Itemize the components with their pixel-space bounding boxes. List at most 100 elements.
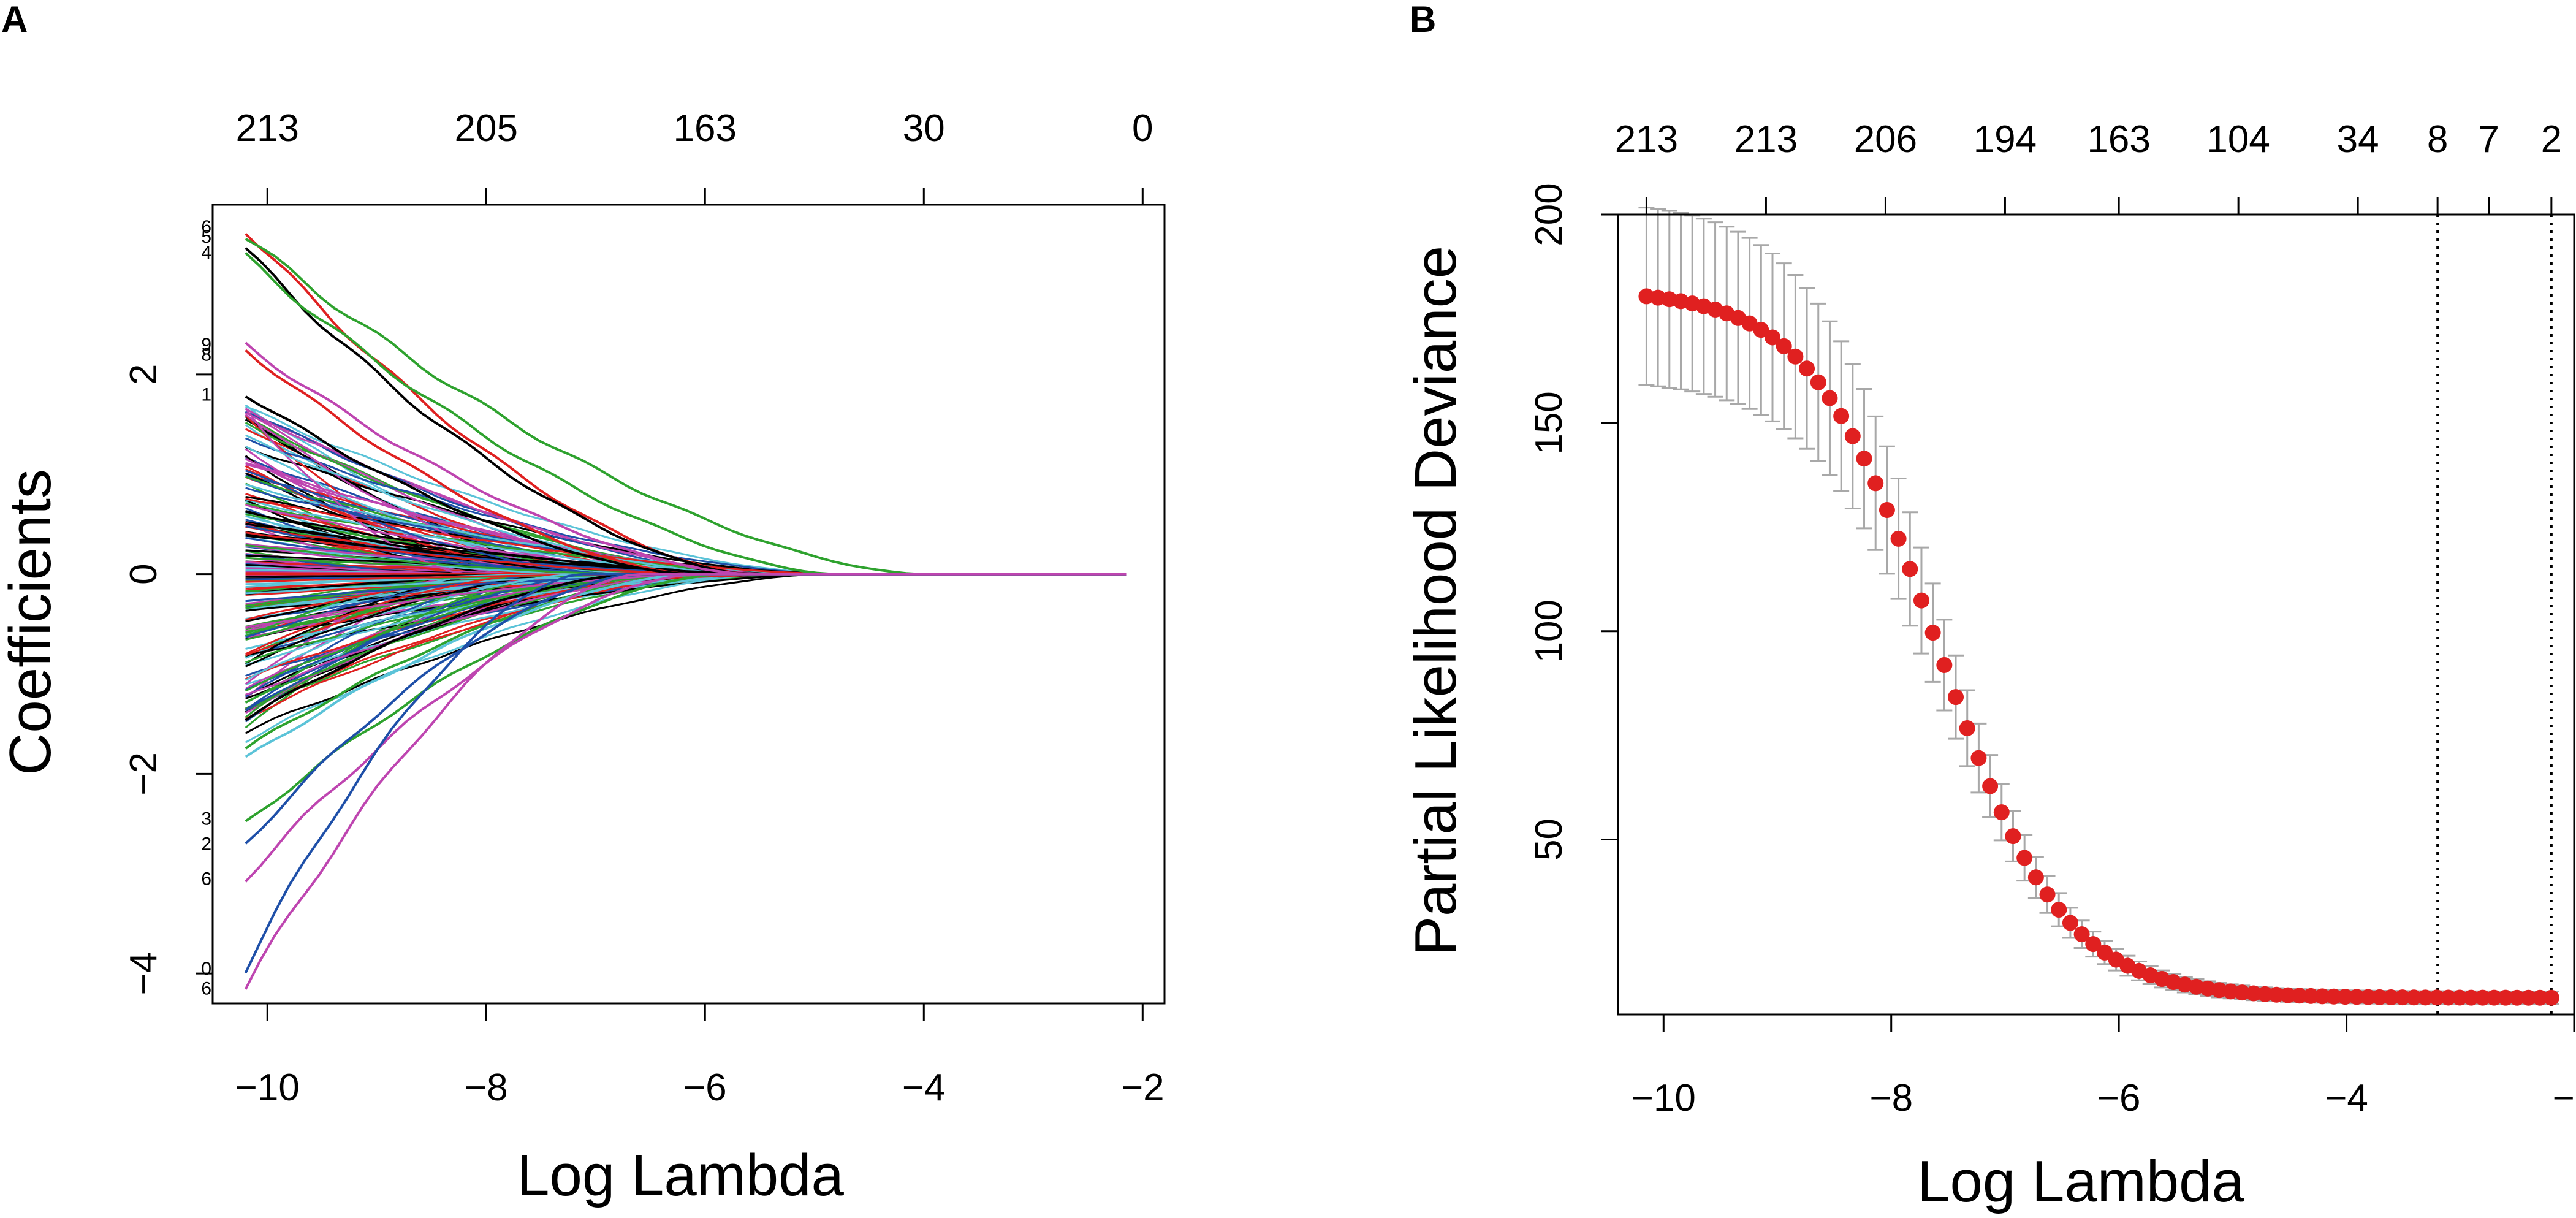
top-tick-label: 163: [674, 107, 737, 150]
deviance-point: [1833, 408, 1850, 424]
path-label: 4: [201, 243, 211, 263]
x-axis-title: Log Lambda: [517, 1143, 844, 1208]
deviance-point: [2543, 989, 2559, 1006]
path-label: 6: [201, 869, 211, 889]
x-tick-label: −6: [2097, 1077, 2141, 1119]
deviance-point: [1753, 322, 1769, 338]
deviance-point: [2452, 989, 2468, 1006]
deviance-point: [2234, 984, 2251, 1001]
coefficient-path: [244, 573, 1127, 990]
deviance-point: [2337, 989, 2354, 1005]
deviance-point: [2016, 850, 2033, 866]
top-tick-label: 194: [1974, 118, 2037, 161]
deviance-point: [2486, 989, 2502, 1006]
y-tick-label: 50: [1528, 818, 1570, 861]
deviance-point: [2520, 989, 2537, 1006]
deviance-point: [2509, 989, 2525, 1006]
deviance-point: [2222, 983, 2239, 1000]
deviance-point: [2027, 869, 2044, 886]
y-tick-label: −4: [123, 952, 165, 995]
path-label: 8: [201, 344, 211, 365]
path-label: 3: [201, 809, 211, 829]
top-tick-label: 163: [2087, 118, 2150, 161]
deviance-point: [2005, 828, 2021, 845]
deviance-point: [2257, 986, 2273, 1002]
top-tick-label: 2: [2541, 118, 2562, 161]
deviance-point: [1948, 689, 1964, 706]
x-tick-label: −10: [1632, 1077, 1696, 1119]
y-tick-label: 100: [1528, 599, 1570, 663]
x-tick-label: −6: [683, 1067, 727, 1109]
deviance-point: [2474, 989, 2491, 1006]
deviance-point: [2039, 886, 2056, 903]
deviance-point: [2073, 926, 2090, 943]
deviance-point: [2096, 944, 2113, 961]
top-tick-label: 206: [1854, 118, 1917, 161]
deviance-point: [2383, 989, 2399, 1005]
deviance-point: [2268, 986, 2285, 1003]
deviance-point: [1844, 428, 1861, 444]
top-tick-label: 104: [2206, 118, 2270, 161]
y-tick-label: 2: [123, 364, 165, 385]
y-tick-label: −2: [123, 752, 165, 796]
deviance-point: [1879, 502, 1895, 519]
y-tick-label: 200: [1528, 183, 1570, 246]
deviance-point: [2532, 989, 2548, 1006]
top-tick-label: 213: [1734, 118, 1798, 161]
top-tick-label: 7: [2478, 118, 2499, 161]
x-axis-title: Log Lambda: [1917, 1149, 2244, 1214]
deviance-point: [2325, 988, 2342, 1005]
deviance-point: [2394, 989, 2411, 1006]
top-tick-label: 34: [2337, 118, 2379, 161]
x-tick-label: −2: [2553, 1077, 2576, 1119]
top-tick-label: 213: [1615, 118, 1678, 161]
panel-label-b: B: [1410, 0, 1437, 40]
y-tick-label: 150: [1528, 391, 1570, 454]
deviance-point: [1959, 720, 1975, 736]
y-tick-label: 0: [123, 563, 165, 584]
path-label: 6: [201, 979, 211, 999]
x-tick-label: −4: [902, 1067, 946, 1109]
x-tick-label: −8: [1869, 1077, 1913, 1119]
x-tick-label: −8: [465, 1067, 508, 1109]
deviance-point: [2406, 989, 2422, 1006]
top-tick-label: 30: [903, 107, 945, 150]
top-tick-label: 205: [455, 107, 518, 150]
top-tick-label: 0: [1132, 107, 1153, 150]
top-tick-label: 8: [2427, 118, 2448, 161]
deviance-point: [2085, 936, 2102, 953]
deviance-point: [2062, 915, 2078, 931]
deviance-point: [2291, 988, 2308, 1004]
y-axis-title: Partial Likelihood Deviance: [1403, 246, 1468, 956]
deviance-point: [2314, 988, 2331, 1005]
path-label: 5: [201, 227, 211, 247]
deviance-point: [2417, 989, 2434, 1006]
deviance-point: [1856, 451, 1872, 467]
deviance-point: [1902, 561, 1918, 577]
x-tick-label: −4: [2325, 1077, 2368, 1119]
deviance-point: [2245, 985, 2262, 1002]
deviance-point: [2360, 989, 2376, 1005]
deviance-point: [2051, 901, 2067, 918]
deviance-point: [1890, 530, 1907, 547]
path-label: 6: [201, 217, 211, 237]
deviance-point: [2303, 988, 2319, 1004]
deviance-point: [1970, 750, 1987, 766]
deviance-point: [1924, 625, 1941, 641]
panel-label-a: A: [1, 0, 28, 40]
deviance-point: [1993, 804, 2010, 821]
x-tick-label: −10: [235, 1067, 300, 1109]
deviance-point: [2498, 989, 2514, 1006]
deviance-point: [1867, 475, 1884, 492]
top-tick-label: 213: [236, 107, 299, 150]
deviance-point: [1936, 657, 1953, 673]
deviance-point: [1822, 390, 1838, 406]
deviance-point: [1913, 592, 1929, 609]
deviance-point: [2349, 989, 2365, 1005]
deviance-point: [2371, 989, 2388, 1005]
coefficient-paths: [244, 233, 1127, 990]
deviance-point: [1765, 329, 1781, 346]
path-label: 1: [201, 384, 211, 405]
